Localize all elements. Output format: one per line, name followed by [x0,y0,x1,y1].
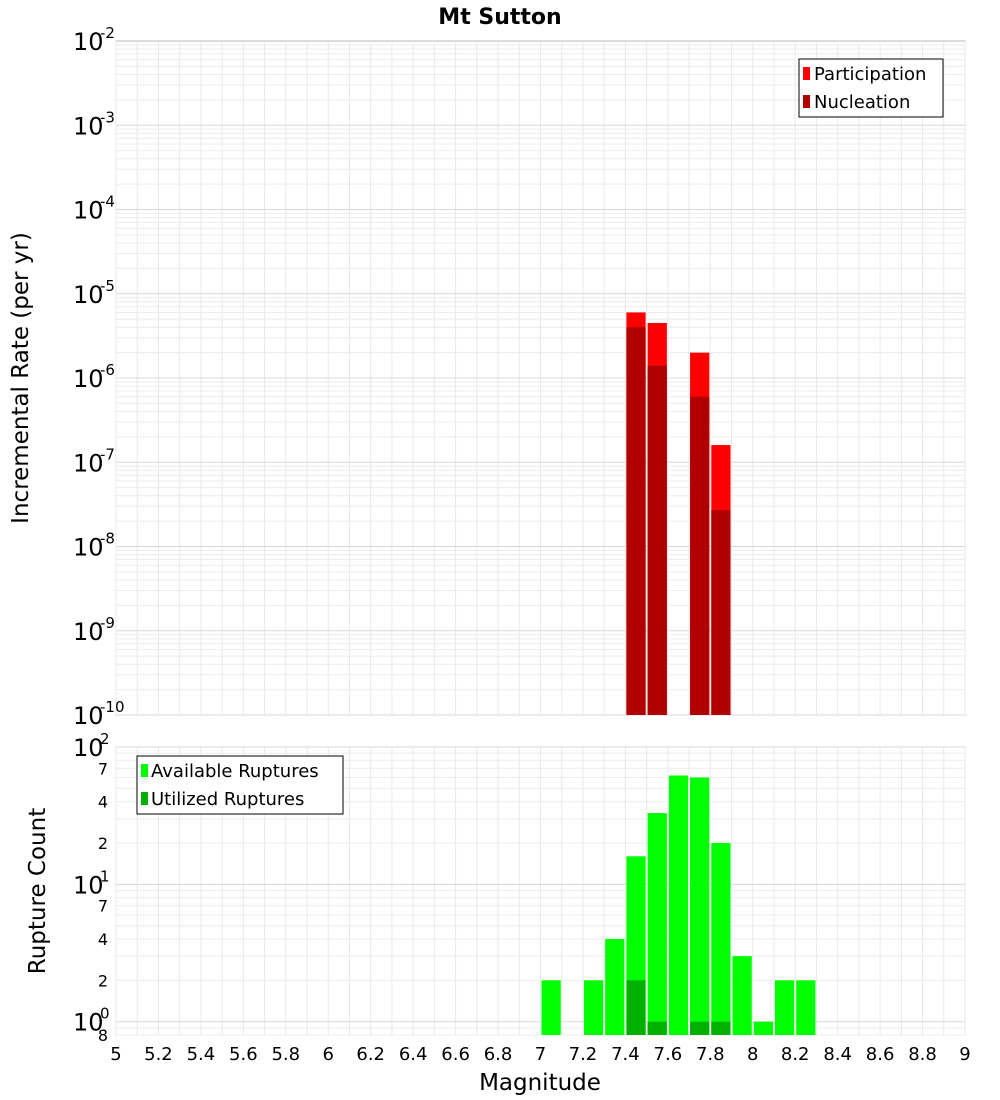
bottom-y-tick-label: 10 [73,871,104,899]
legend-swatch-utilized [141,792,148,805]
bottom-bar-available [796,980,816,1035]
top-bars [626,312,731,715]
x-tick-label: 7.4 [611,1044,640,1065]
x-tick-label: 6.6 [441,1044,470,1065]
x-tick-label: 7.8 [696,1044,725,1065]
top-legend-box [798,58,944,118]
bottom-y-minor-tick-label: 2 [98,971,108,990]
top-y-tick-exponent: -2 [100,24,115,42]
x-axis-label: Magnitude [479,1070,601,1096]
bottom-legend: Available Ruptures Utilized Ruptures [136,755,344,815]
top-y-tick-exponent: -5 [100,277,115,295]
top-gridlines [115,41,966,716]
bottom-y-tick-exponent: 0 [100,1005,110,1023]
bottom-y-minor-tick-label: 7 [98,759,108,778]
x-tick-label: 8.8 [908,1044,937,1065]
bottom-bar-available [541,980,561,1035]
top-y-tick-label: 10 [73,112,104,140]
bottom-gridlines [115,746,966,1036]
top-y-tick-label: 10 [73,365,104,393]
top-bar-nucleation [626,327,646,715]
top-y-tick-exponent: -4 [100,193,115,211]
bottom-y-tick-exponent: 1 [100,867,110,885]
top-y-tick-label: 10 [73,702,104,730]
top-y-tick-label: 10 [73,534,104,562]
bottom-y-minor-tick-label: 4 [98,930,108,949]
top-y-tick-label: 10 [73,618,104,646]
top-y-tick-exponent: -7 [100,445,115,463]
bottom-bar-utilized [690,1021,710,1035]
x-tick-label: 8.4 [823,1044,852,1065]
top-panel: 10-210-310-410-510-610-710-810-910-10 In… [8,24,966,730]
top-y-tick-label: 10 [73,197,104,225]
bottom-legend-box [136,755,344,815]
bottom-bars [541,775,816,1035]
x-tick-label: 5.2 [144,1044,173,1065]
top-bar-nucleation [647,365,667,715]
bottom-y-minor-tick-label: 4 [98,793,108,812]
x-tick-label: 6.4 [399,1044,428,1065]
top-y-axis-label: Incremental Rate (per yr) [8,232,34,524]
legend-label-utilized: Utilized Ruptures [151,789,304,810]
x-tick-label: 6 [323,1044,334,1065]
bottom-bar-available [753,1021,773,1035]
x-tick-label: 5.4 [187,1044,216,1065]
top-y-tick-exponent: -8 [100,530,115,548]
legend-swatch-participation [803,67,810,80]
bottom-bar-available [647,813,667,1035]
x-tick-label: 8.6 [866,1044,895,1065]
x-tick-label: 7.2 [569,1044,598,1065]
bottom-y-minor-tick-label: 8 [98,1026,108,1045]
top-y-tick-label: 10 [73,28,104,56]
top-y-tick-exponent: -6 [100,361,115,379]
bottom-y-minor-tick-label: 7 [98,897,108,916]
bottom-bar-available [711,843,731,1035]
x-tick-label: 8 [747,1044,758,1065]
x-tick-label: 6.2 [356,1044,385,1065]
legend-label-available: Available Ruptures [151,761,319,782]
bottom-bar-available [605,939,625,1035]
x-tick-labels: 5 5.2 5.4 5.6 5.8 6 6.2 6.4 6.6 6.8 7 7.2 7.4 7.6 7.8 8… [110,1044,970,1065]
top-legend: Participation Nucleation [798,58,944,118]
top-y-tick-exponent: -3 [100,108,115,126]
x-tick-label: 9 [959,1044,970,1065]
bottom-bar-available [774,980,795,1035]
bottom-bar-utilized [626,980,646,1035]
bottom-bar-available [583,980,604,1035]
bottom-bar-available [668,775,689,1035]
top-y-tick-exponent: -9 [100,614,115,632]
bottom-bar-utilized [711,1021,731,1035]
x-tick-label: 5 [110,1044,121,1065]
top-bar-nucleation [690,396,710,715]
x-tick-label: 5.6 [229,1044,258,1065]
legend-swatch-available [141,764,148,777]
legend-label-participation: Participation [814,64,926,85]
bottom-bar-available [732,956,752,1035]
top-y-tick-label: 10 [73,449,104,477]
bottom-y-axis-label: Rupture Count [25,808,51,974]
bottom-y-tick-label: 10 [73,1009,104,1037]
top-y-tick-labels: 10-210-310-410-510-610-710-810-910-10 [73,24,125,730]
bottom-bar-utilized [647,1021,667,1035]
x-tick-label: 6.8 [484,1044,513,1065]
legend-label-nucleation: Nucleation [814,92,910,113]
bottom-y-minor-tick-label: 2 [98,834,108,853]
bottom-bar-available [690,777,710,1035]
bottom-y-tick-label: 10 [73,734,104,762]
x-tick-label: 7 [535,1044,546,1065]
top-y-tick-exponent: -10 [100,698,125,716]
chart-title: Mt Sutton [438,5,561,30]
x-tick-label: 7.6 [654,1044,683,1065]
x-tick-label: 8.2 [781,1044,810,1065]
x-tick-label: 5.8 [271,1044,300,1065]
top-bar-nucleation [711,510,731,715]
top-y-tick-label: 10 [73,281,104,309]
legend-swatch-nucleation [803,95,810,108]
bottom-y-tick-exponent: 2 [100,730,110,748]
